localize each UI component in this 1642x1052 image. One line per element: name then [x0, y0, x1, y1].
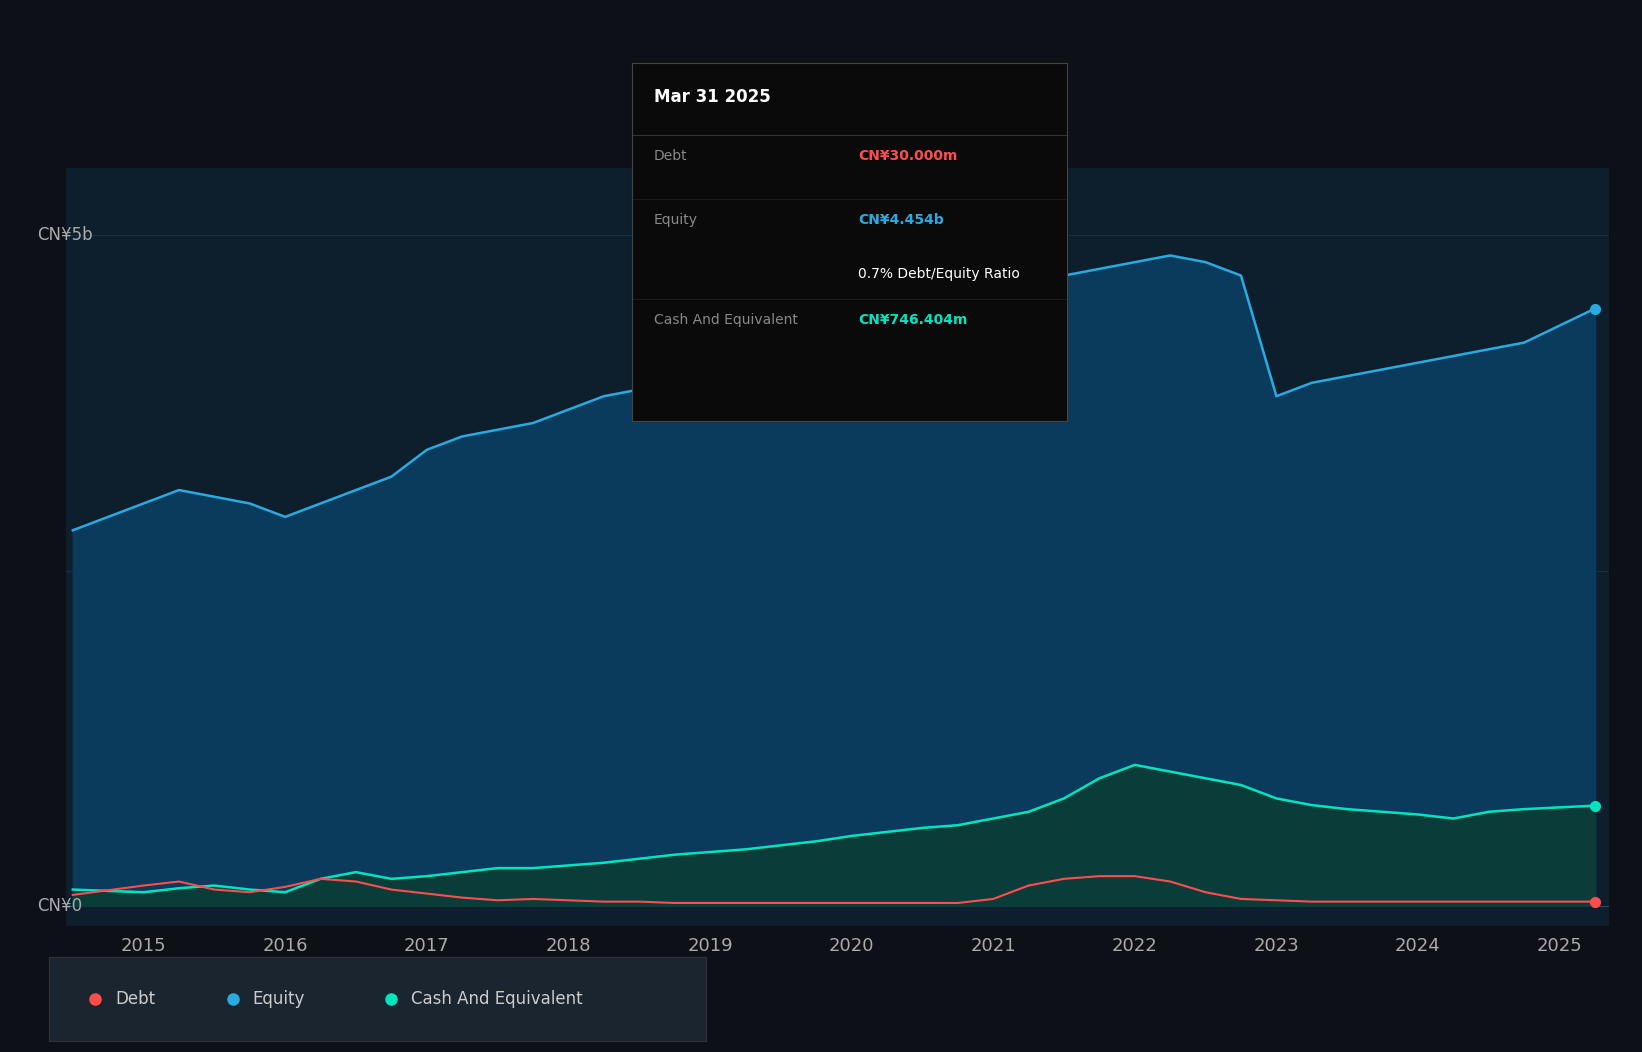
- Text: Debt: Debt: [115, 990, 154, 1009]
- Text: CN¥746.404m: CN¥746.404m: [859, 313, 967, 327]
- Text: CN¥5b: CN¥5b: [38, 226, 94, 244]
- Text: Cash And Equivalent: Cash And Equivalent: [410, 990, 583, 1009]
- Text: CN¥4.454b: CN¥4.454b: [859, 214, 944, 227]
- Text: Mar 31 2025: Mar 31 2025: [654, 88, 770, 106]
- Text: 0.7% Debt/Equity Ratio: 0.7% Debt/Equity Ratio: [859, 267, 1020, 281]
- Text: CN¥30.000m: CN¥30.000m: [859, 149, 957, 163]
- Text: CN¥0: CN¥0: [38, 896, 82, 914]
- Text: Equity: Equity: [654, 214, 698, 227]
- Text: Cash And Equivalent: Cash And Equivalent: [654, 313, 798, 327]
- Text: Equity: Equity: [253, 990, 305, 1009]
- Text: Debt: Debt: [654, 149, 688, 163]
